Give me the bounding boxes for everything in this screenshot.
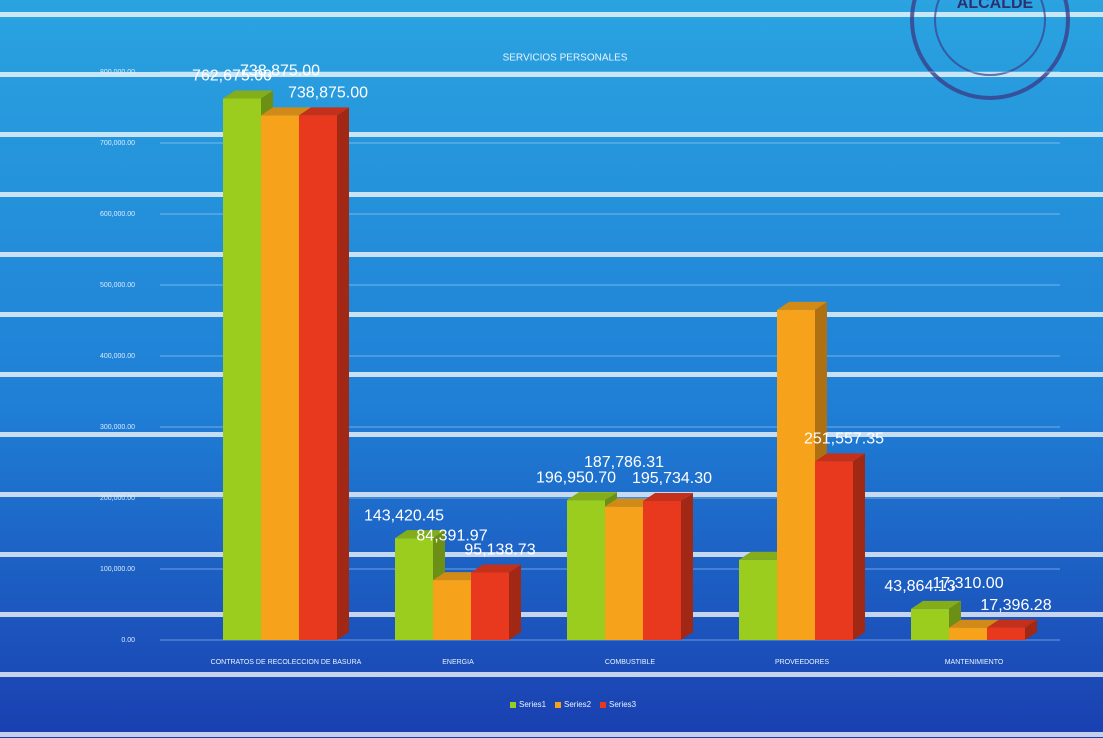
bar (739, 559, 777, 640)
stripe (0, 432, 1103, 437)
bar-top (949, 619, 999, 628)
y-tick-label: 400,000.00 (100, 353, 135, 360)
bar-top (643, 493, 693, 502)
bar-top (433, 572, 483, 581)
data-label: 196,950.70 (536, 469, 616, 486)
bar-top (987, 619, 1037, 628)
data-label: 43,864.13 (884, 578, 955, 595)
stripes (0, 12, 1103, 737)
data-label: 251,557.35 (804, 431, 884, 448)
y-tick-label: 700,000.00 (100, 140, 135, 147)
y-tick-label: 800,000.00 (100, 69, 135, 76)
y-tick-label: 600,000.00 (100, 211, 135, 218)
bar (987, 627, 1025, 640)
bar-top (815, 453, 865, 462)
bar-top (223, 90, 273, 99)
bar (567, 500, 605, 640)
x-tick-label: MANTENIMIENTO (945, 659, 1004, 666)
bar (471, 572, 509, 640)
stripe (0, 312, 1103, 317)
bar-top (261, 107, 311, 116)
bar-top (777, 301, 827, 310)
x-tick-label: PROVEEDORES (775, 659, 829, 666)
bar-side (853, 453, 865, 640)
bar-top (471, 564, 521, 573)
bar (605, 506, 643, 640)
bar (433, 580, 471, 640)
legend-label: Series2 (564, 700, 592, 709)
bar-group (299, 107, 349, 641)
bar-group (815, 453, 865, 640)
data-label: 738,875.00 (288, 85, 368, 102)
stamp-text: ALCALDE (957, 0, 1034, 12)
bar (261, 115, 299, 641)
stamp-ring (934, 0, 1046, 76)
stripe (0, 672, 1103, 677)
y-tick-label: 100,000.00 (100, 566, 135, 573)
data-label: 17,396.28 (980, 597, 1051, 614)
legend-swatch (510, 702, 516, 708)
bar (299, 115, 337, 641)
stripe (0, 72, 1103, 77)
data-label: 187,786.31 (584, 454, 664, 471)
data-label: 762,675.00 (192, 68, 272, 85)
data-label: 143,420.45 (364, 507, 444, 524)
stripe (0, 732, 1103, 737)
y-tick-label: 500,000.00 (100, 282, 135, 289)
stamp-ring (910, 0, 1070, 100)
bar-side (337, 107, 349, 641)
data-label: 95,138.73 (464, 542, 535, 559)
bar-top (395, 530, 445, 539)
stripe (0, 612, 1103, 617)
bar-top (299, 107, 349, 116)
bar-group (643, 493, 693, 640)
bar-side (509, 564, 521, 640)
bar (815, 461, 853, 640)
stripe (0, 372, 1103, 377)
stamp: ALCALDE (910, 0, 1070, 100)
y-tick-label: 300,000.00 (100, 424, 135, 431)
data-label: 17,310.00 (932, 575, 1003, 592)
bar-group (987, 619, 1037, 640)
bar (643, 501, 681, 640)
bar-group (471, 564, 521, 640)
legend-label: Series1 (519, 700, 547, 709)
bar-side (681, 493, 693, 640)
y-tick-label: 0.00 (121, 637, 135, 644)
stripe (0, 492, 1103, 497)
bar-top (739, 551, 789, 560)
data-label: 195,734.30 (632, 470, 712, 487)
bar (777, 309, 815, 640)
bar (911, 608, 949, 640)
stripe (0, 552, 1103, 557)
data-label: 84,391.97 (416, 527, 487, 544)
bar-side (1025, 619, 1037, 640)
x-tick-label: CONTRATOS DE RECOLECCION DE BASURA (211, 659, 362, 666)
stripe (0, 252, 1103, 257)
bar-top (911, 600, 961, 609)
bar (949, 627, 987, 640)
stripe (0, 12, 1103, 17)
chart-title: SERVICIOS PERSONALES (503, 53, 628, 64)
x-tick-label: ENERGIA (442, 659, 474, 666)
legend-swatch (600, 702, 606, 708)
bar-top (567, 492, 617, 501)
bar (395, 538, 433, 640)
x-tick-label: COMBUSTIBLE (605, 659, 656, 666)
bar (223, 98, 261, 641)
stripe (0, 132, 1103, 137)
data-label: 738,875.00 (240, 63, 320, 80)
bar-top (605, 498, 655, 507)
legend-label: Series3 (609, 700, 637, 709)
legend-swatch (555, 702, 561, 708)
y-tick-label: 200,000.00 (100, 495, 135, 502)
stripe (0, 192, 1103, 197)
